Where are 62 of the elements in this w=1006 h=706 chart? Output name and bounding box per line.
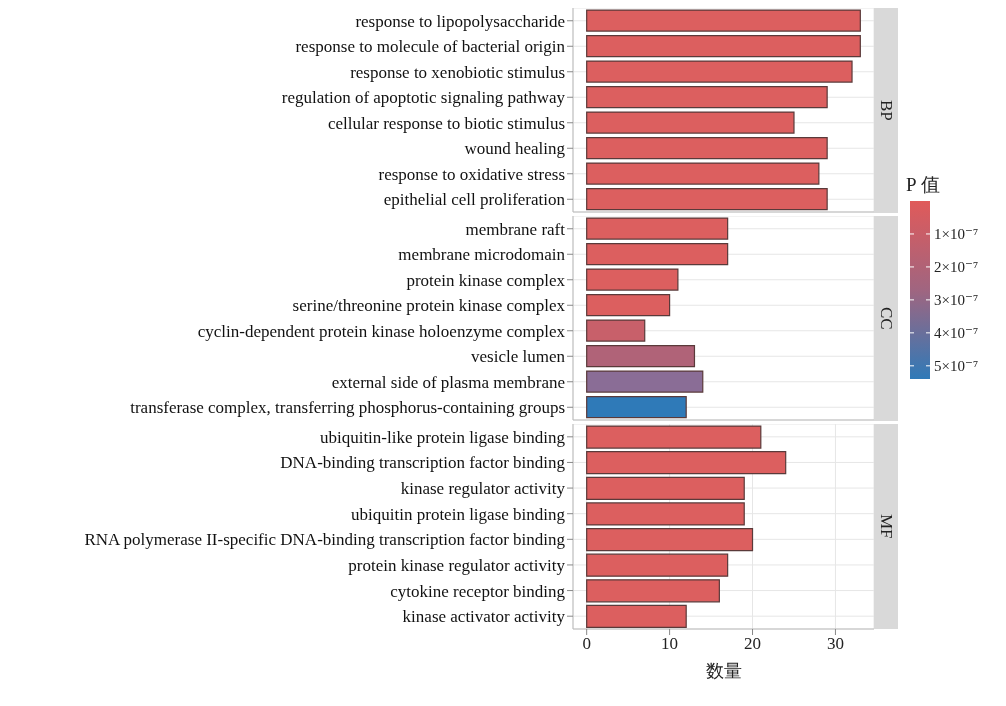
y-tick-label: vesicle lumen — [471, 347, 566, 367]
bar — [586, 604, 687, 629]
x-tick-label: 30 — [826, 634, 844, 654]
bar — [586, 187, 828, 211]
y-tick-label: epithelial cell proliferation — [383, 190, 566, 210]
y-tick-label: DNA-binding transcription factor binding — [280, 453, 566, 473]
bar — [586, 395, 687, 419]
bar — [586, 527, 754, 552]
y-tick-label: kinase regulator activity — [400, 479, 566, 499]
y-tick-label: protein kinase complex — [406, 270, 566, 290]
x-tick-label: 0 — [582, 634, 591, 654]
y-tick-label: RNA polymerase II-specific DNA-binding transcription factor binding — [84, 530, 566, 550]
bar — [586, 9, 861, 32]
y-tick-label: external side of plasma membrane — [331, 372, 565, 392]
text: CC — [876, 307, 896, 330]
y-tick-label: kinase activator activity — [402, 607, 566, 627]
y-tick-label: transferase complex, transferring phosphorus-containing groups — [130, 398, 565, 418]
bar — [586, 136, 828, 160]
y-tick-label: regulation of apoptotic signaling pathway — [281, 88, 566, 108]
x-tick-label: 20 — [744, 634, 762, 654]
bar — [586, 111, 795, 134]
bar — [586, 476, 745, 500]
bar — [586, 553, 729, 577]
bar — [586, 242, 729, 266]
y-tick-label: wound healing — [464, 139, 566, 159]
bar — [586, 60, 853, 83]
y-tick-label: response to molecule of bacterial origin — [295, 37, 566, 57]
bar — [586, 579, 720, 603]
y-tick-label: ubiquitin-like protein ligase binding — [319, 427, 566, 447]
bar — [586, 217, 729, 240]
y-tick-label: response to oxidative stress — [378, 164, 565, 184]
y-tick-label: cyclin-dependent protein kinase holoenzyme complex — [197, 321, 566, 341]
bar — [586, 502, 745, 526]
bar — [586, 425, 762, 449]
color-bar-label: 2×10⁻⁷ — [934, 258, 979, 275]
color-bar-label: 1×10⁻⁷ — [934, 225, 979, 242]
bar — [586, 293, 671, 317]
bar — [586, 34, 861, 58]
color-bar-label: 4×10⁻⁷ — [934, 324, 979, 341]
bar — [586, 370, 704, 393]
x-tick-label: 10 — [661, 634, 679, 654]
bar — [586, 319, 646, 342]
y-tick-label: cellular response to biotic stimulus — [327, 113, 565, 133]
bar — [586, 268, 679, 291]
bar — [586, 451, 787, 475]
color-bar-label: 3×10⁻⁷ — [934, 291, 979, 308]
color-bar-title: P 值 — [906, 174, 940, 195]
y-tick-label: response to lipopolysaccharide — [355, 11, 565, 31]
y-tick-label: response to xenobiotic stimulus — [350, 62, 565, 82]
color-bar-label: 5×10⁻⁷ — [934, 357, 979, 374]
y-tick-label: protein kinase regulator activity — [348, 555, 566, 575]
bar — [586, 344, 696, 368]
bar — [586, 162, 820, 185]
y-tick-label: serine/threonine protein kinase complex — [292, 296, 566, 316]
x-axis-title: 数量 — [704, 660, 743, 683]
y-tick-label: cytokine receptor binding — [390, 581, 566, 601]
text: BP — [876, 100, 896, 121]
y-tick-label: membrane raft — [465, 219, 566, 239]
y-tick-label: ubiquitin protein ligase binding — [351, 504, 566, 524]
text: MF — [876, 514, 896, 539]
y-tick-label: membrane microdomain — [398, 245, 566, 265]
bar — [586, 85, 828, 109]
